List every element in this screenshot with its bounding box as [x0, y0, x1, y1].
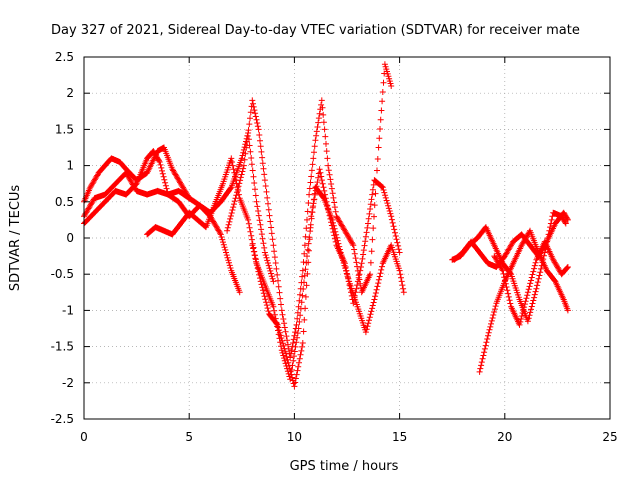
y-tick-label: -2 [62, 376, 74, 390]
grid-lines [84, 57, 610, 419]
y-tick-label: 0 [66, 231, 74, 245]
y-tick-label: -1.5 [51, 340, 74, 354]
x-tick-label: 15 [392, 430, 407, 444]
plot-frame [83, 56, 611, 420]
data-point-markers [224, 61, 395, 361]
x-tick-label: 0 [80, 430, 88, 444]
x-axis-title: GPS time / hours [290, 459, 399, 474]
series-sat-f [249, 166, 403, 390]
y-axis-title: SDTVAR / TECUs [8, 185, 23, 292]
x-tick-label: 25 [602, 430, 617, 444]
data-point-markers [249, 166, 403, 390]
y-tick-label: 0.5 [55, 195, 74, 209]
x-tick-label: 20 [497, 430, 512, 444]
series-sat-j [491, 238, 571, 328]
series-sat-a [81, 130, 277, 285]
y-tick-label: -1 [62, 303, 74, 317]
y-tick-label: 1 [66, 159, 74, 173]
y-tick-label: 1.5 [55, 122, 74, 136]
data-series [81, 61, 571, 390]
x-tick-label: 10 [287, 430, 302, 444]
chart-title: Day 327 of 2021, Sidereal Day-to-day VTE… [51, 23, 580, 38]
data-point-markers [491, 238, 571, 328]
x-tick-label: 5 [185, 430, 193, 444]
y-tick-label: -0.5 [51, 267, 74, 281]
y-tick-label: -2.5 [51, 412, 74, 426]
series-sat-e [224, 61, 395, 361]
axis-ticks: 0 5 10 15 20 25 -2.5 -2 -1.5 -1 -0.5 0 0.5 1 1.5 2 2.5 [51, 50, 618, 444]
y-tick-label: 2.5 [55, 50, 74, 64]
data-point-markers [81, 130, 277, 285]
y-tick-label: 2 [66, 86, 74, 100]
